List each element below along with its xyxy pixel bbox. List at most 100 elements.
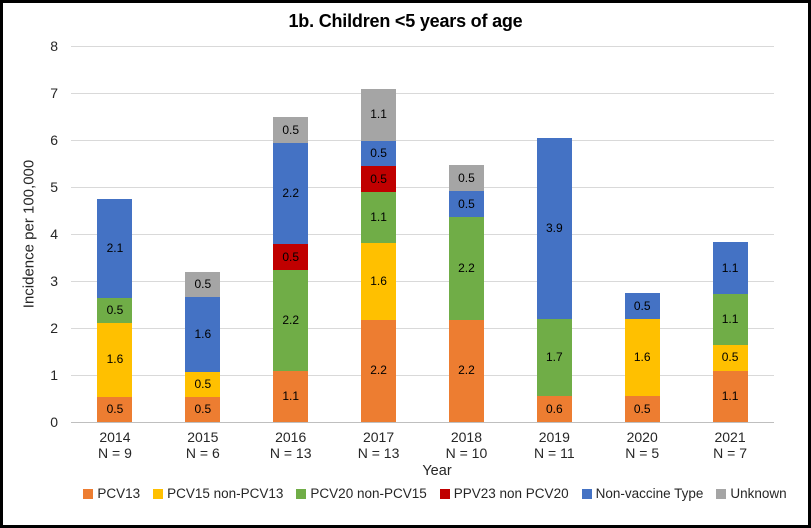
x-tick-label-2016: 2016 N = 13 [247,429,335,461]
legend-label: PCV20 non-PCV15 [310,486,427,501]
data-label-2014-non-vaccine-type: 2.1 [106,240,124,255]
x-tick-n-2017: N = 13 [357,444,400,461]
data-label-2016-non-vaccine-type: 2.2 [282,186,300,201]
legend-swatch-icon [83,489,94,499]
legend-swatch-icon [153,489,164,499]
data-label-2021-non-vaccine-type: 1.1 [721,260,739,275]
data-label-2015-non-vaccine-type: 1.6 [194,327,212,342]
x-tick-year-2020: 2020 [626,429,658,445]
legend-swatch-icon [296,489,307,499]
bar-segment-2016-unknown [273,117,309,143]
chart-title: 1b. Children <5 years of age [288,11,523,31]
data-label-2014-pcv20-non-pcv15: 0.5 [106,302,124,317]
bar-segment-2016-non-vaccine-type [273,142,309,245]
bar-segment-2016-pcv20-non-pcv15 [273,269,309,372]
legend-item-pcv15-non-pcv13: PCV15 non-PCV13 [153,487,283,501]
data-label-2017-ppv23-non-pcv20: 0.5 [370,171,387,186]
bar-segment-2020-pcv15-non-pcv13 [624,319,660,397]
gridline-y7 [71,92,774,94]
data-label-2016-unknown: 0.5 [282,122,300,137]
data-label-2018-pcv13: 2.2 [458,363,475,378]
bar-segment-2016-ppv23-non-pcv20 [273,244,309,270]
data-label-2018-non-vaccine-type: 0.5 [458,196,475,211]
data-label-2021-pcv15-non-pcv13: 0.5 [721,350,739,365]
bar-segment-2021-pcv15-non-pcv13 [712,344,748,371]
x-tick-n-2014: N = 9 [98,444,132,461]
y-tick-label-4: 4 [50,225,58,242]
x-tick-label-2019: 2019 N = 11 [510,429,598,461]
gridline-y8 [71,45,774,47]
bar-segment-2021-pcv20-non-pcv15 [712,293,748,345]
data-label-2017-non-vaccine-type: 0.5 [370,146,387,161]
gridline-y5 [71,186,774,188]
bar-segment-2015-pcv15-non-pcv13 [185,372,221,398]
x-tick-year-2016: 2016 [275,429,307,445]
y-tick-label-2: 2 [50,319,58,336]
bar-segment-2020-pcv13 [624,396,660,422]
bar-segment-2016-pcv13 [273,371,309,422]
data-label-2015-pcv15-non-pcv13: 0.5 [194,377,212,392]
data-label-2017-pcv15-non-pcv13: 1.6 [370,273,387,288]
data-label-2021-pcv13: 1.1 [721,388,739,403]
bar-segment-2019-pcv20-non-pcv15 [536,318,572,397]
legend-label: Unknown [730,486,787,501]
gridline-y4 [71,233,774,235]
gridline-y6 [71,139,774,141]
bar-segment-2019-non-vaccine-type [536,137,572,319]
data-label-2019-non-vaccine-type: 3.9 [545,220,563,235]
bar-segment-2017-ppv23-non-pcv20 [361,166,397,192]
x-tick-label-2020: 2020 N = 5 [598,429,686,461]
bar-segment-2021-pcv13 [712,370,748,422]
bar-segment-2018-non-vaccine-type [448,191,484,218]
gridline-y1 [71,374,774,376]
x-axis-title: Year [422,463,452,479]
y-tick-label-3: 3 [50,272,58,289]
bar-segment-2021-non-vaccine-type [712,242,748,294]
data-label-2020-pcv15-non-pcv13: 1.6 [633,350,651,365]
data-label-2016-ppv23-non-pcv20: 0.5 [282,249,300,264]
legend-item-pcv13: PCV13 [83,487,140,501]
bar-segment-2015-pcv13 [185,397,221,422]
x-tick-year-2014: 2014 [99,429,131,445]
plot-area: 0.5 1.6 0.5 2.1 0.5 0.5 1.6 0.5 1.1 2.2 0.5 2.2 0.5 2… [71,45,774,423]
bar-segment-2014-pcv20-non-pcv15 [97,297,133,323]
data-label-2018-unknown: 0.5 [458,170,475,185]
x-tick-n-2016: N = 13 [269,444,312,461]
bar-segment-2017-unknown [361,88,397,141]
legend-label: Non-vaccine Type [595,486,704,501]
data-label-2021-pcv20-non-pcv15: 1.1 [721,311,739,326]
legend-item-non-vaccine-type: Non-vaccine Type [581,486,704,501]
data-label-2017-pcv13: 2.2 [370,363,387,378]
bar-segment-2017-pcv20-non-pcv15 [361,191,397,243]
x-tick-n-2020: N = 5 [625,444,660,461]
x-tick-n-2015: N = 6 [185,444,220,461]
data-label-2014-pcv13: 0.5 [106,402,124,417]
x-tick-label-2021: 2021 N = 7 [686,429,774,461]
data-label-2019-pcv20-non-pcv15: 1.7 [545,349,563,364]
x-tick-year-2015: 2015 [187,429,219,445]
data-label-2016-pcv20-non-pcv15: 2.2 [282,312,300,327]
legend-swatch-icon [439,489,450,499]
bar-segment-2020-non-vaccine-type [624,293,660,320]
bar-segment-2015-non-vaccine-type [185,296,221,373]
bar-segment-2015-unknown [185,272,221,297]
bar-segment-2017-pcv15-non-pcv13 [361,242,397,320]
y-tick-label-0: 0 [50,413,58,430]
legend-label: PPV23 non PCV20 [453,486,569,501]
data-label-2015-pcv13: 0.5 [194,402,212,417]
legend-item-ppv23-non-pcv20: PPV23 non PCV20 [439,486,569,501]
data-label-2018-pcv20-non-pcv15: 2.2 [458,260,475,275]
bar-segment-2019-pcv13 [536,396,572,422]
x-tick-n-2019: N = 11 [534,444,575,461]
data-label-2015-unknown: 0.5 [194,277,212,292]
gridline-y3 [71,280,774,282]
x-tick-label-2018: 2018 N = 10 [422,429,510,461]
data-label-2017-unknown: 1.1 [370,107,387,122]
data-label-2020-pcv13: 0.5 [633,401,651,416]
x-tick-year-2019: 2019 [538,429,570,445]
data-label-2020-non-vaccine-type: 0.5 [633,298,651,313]
legend-swatch-icon [716,489,727,499]
data-label-2017-pcv20-non-pcv15: 1.1 [370,209,387,224]
x-tick-n-2021: N = 7 [713,444,747,461]
